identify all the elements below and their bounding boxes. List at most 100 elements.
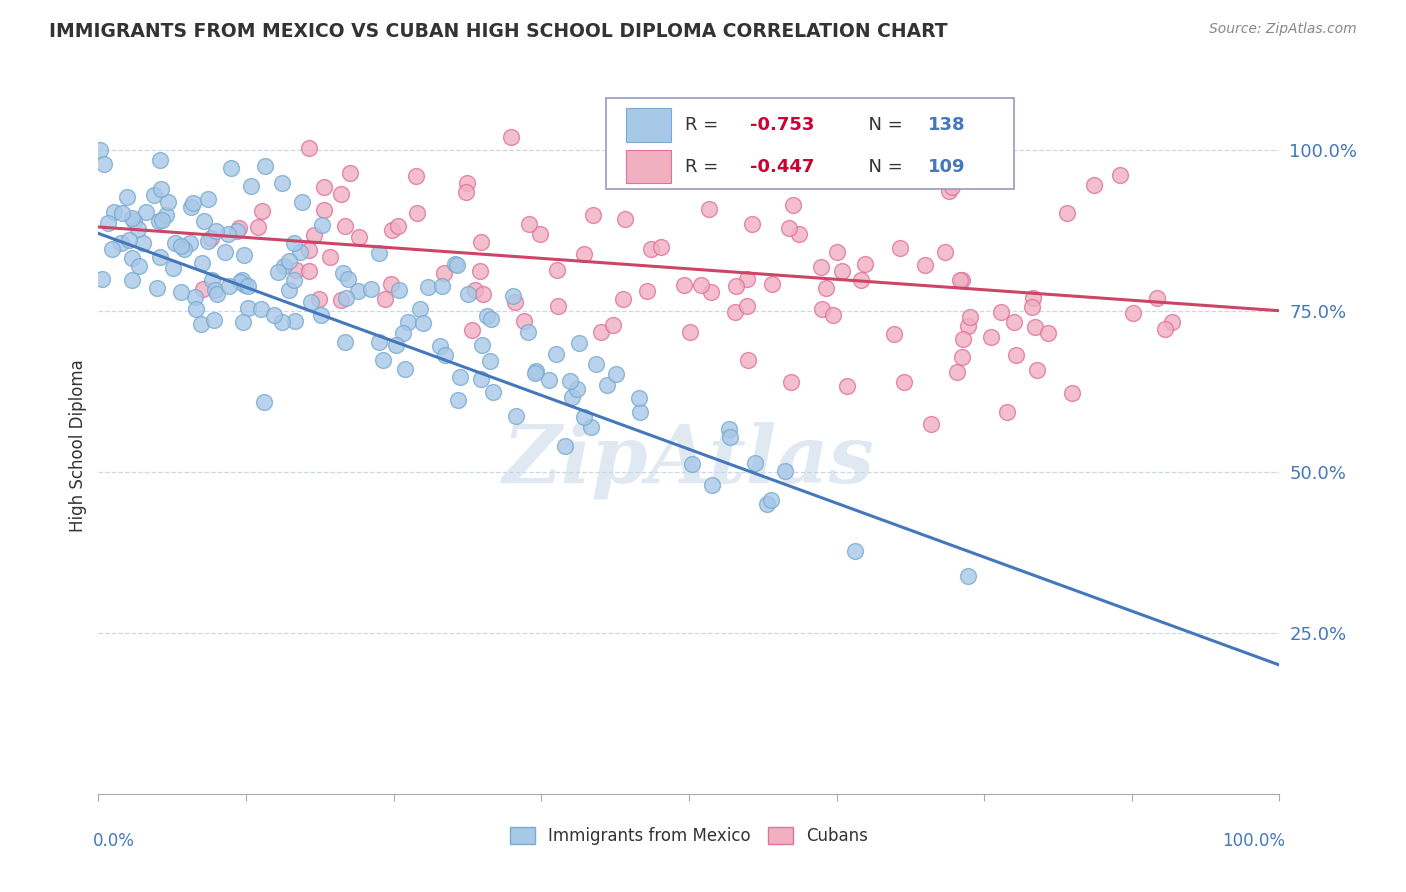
Point	[524, 364, 547, 378]
Point	[433, 266, 456, 280]
FancyBboxPatch shape	[606, 98, 1014, 188]
Point	[810, 260, 832, 274]
Point	[470, 235, 492, 250]
Point	[302, 227, 325, 242]
Point	[396, 315, 419, 329]
Point	[191, 256, 214, 270]
Text: 100.0%: 100.0%	[1222, 832, 1285, 850]
Point	[142, 188, 165, 202]
Point	[173, 242, 195, 256]
Point	[735, 272, 758, 286]
Point	[1021, 300, 1043, 314]
Point	[581, 420, 603, 434]
Point	[298, 141, 321, 155]
Point	[197, 192, 219, 206]
Point	[1146, 291, 1168, 305]
Point	[347, 285, 370, 299]
Point	[148, 214, 170, 228]
Point	[163, 236, 186, 251]
Point	[368, 335, 391, 350]
Point	[336, 271, 359, 285]
Point	[247, 219, 270, 234]
Point	[1038, 326, 1060, 341]
Point	[544, 347, 567, 361]
Point	[934, 245, 956, 260]
Point	[156, 195, 179, 210]
Point	[312, 202, 335, 217]
Point	[956, 319, 979, 334]
Point	[449, 369, 471, 384]
Text: N =: N =	[856, 116, 908, 134]
Point	[231, 273, 253, 287]
Point	[190, 317, 212, 331]
Point	[470, 372, 492, 386]
Point	[239, 179, 262, 194]
Point	[204, 284, 226, 298]
Point	[1108, 168, 1130, 182]
Y-axis label: High School Diploma: High School Diploma	[69, 359, 87, 533]
Point	[122, 214, 145, 228]
Point	[197, 234, 219, 248]
Point	[567, 382, 589, 396]
Point	[117, 233, 139, 247]
Point	[456, 185, 478, 199]
Point	[980, 330, 1002, 344]
Point	[700, 477, 723, 491]
Point	[201, 273, 224, 287]
Point	[254, 159, 277, 173]
Point	[149, 153, 172, 168]
Point	[1083, 178, 1105, 193]
Point	[517, 218, 540, 232]
Point	[387, 219, 409, 233]
Point	[333, 335, 356, 350]
Point	[330, 293, 353, 308]
Point	[827, 245, 849, 260]
Point	[481, 384, 503, 399]
Point	[250, 203, 273, 218]
Point	[811, 302, 834, 317]
Point	[169, 239, 191, 253]
Point	[162, 261, 184, 276]
Point	[744, 456, 766, 470]
Point	[699, 285, 721, 300]
Text: R =: R =	[685, 116, 724, 134]
Point	[226, 224, 249, 238]
Point	[311, 308, 333, 322]
Point	[821, 309, 844, 323]
Text: 109: 109	[928, 158, 965, 176]
Point	[229, 275, 252, 289]
Point	[284, 314, 307, 328]
Point	[381, 223, 404, 237]
Point	[97, 216, 120, 230]
Point	[150, 182, 173, 196]
Point	[236, 301, 259, 315]
Point	[1026, 363, 1049, 377]
Point	[502, 289, 524, 303]
Point	[782, 198, 804, 212]
Point	[103, 205, 125, 219]
Point	[329, 186, 352, 201]
Point	[288, 244, 311, 259]
Point	[360, 282, 382, 296]
Point	[950, 272, 973, 286]
Point	[780, 375, 803, 389]
Point	[347, 229, 370, 244]
Point	[434, 348, 457, 362]
Point	[574, 409, 596, 424]
Point	[778, 221, 800, 235]
Point	[737, 353, 759, 368]
Point	[180, 200, 202, 214]
Point	[523, 366, 546, 380]
Point	[405, 206, 427, 220]
Point	[614, 212, 637, 227]
Point	[920, 417, 942, 432]
Point	[883, 326, 905, 341]
Text: -0.753: -0.753	[751, 116, 814, 134]
Point	[679, 325, 702, 339]
Point	[271, 315, 294, 329]
Point	[371, 353, 394, 368]
Point	[957, 568, 980, 582]
Point	[938, 185, 960, 199]
Point	[914, 258, 936, 272]
Point	[444, 257, 467, 271]
